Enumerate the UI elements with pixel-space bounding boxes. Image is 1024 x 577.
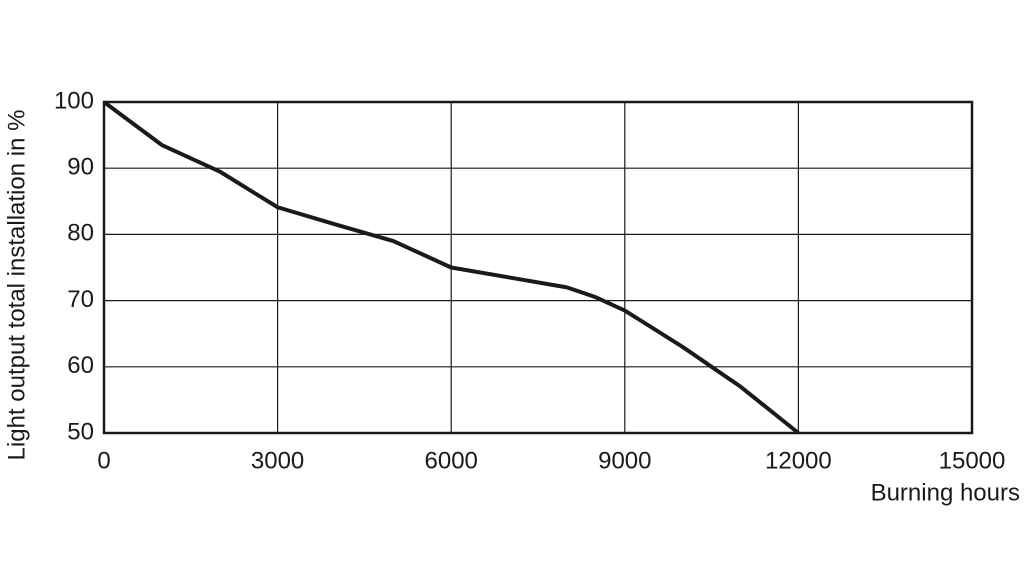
y-tick-label: 90	[67, 154, 94, 181]
x-tick-label: 3000	[251, 447, 304, 474]
y-tick-label: 100	[54, 87, 94, 114]
y-tick-label: 70	[67, 286, 94, 313]
y-tick-label: 80	[67, 220, 94, 247]
y-tick-label: 50	[67, 418, 94, 445]
x-tick-label: 6000	[425, 447, 478, 474]
y-tick-label: 60	[67, 352, 94, 379]
x-axis-label: Burning hours	[871, 479, 1020, 506]
x-tick-label: 9000	[598, 447, 651, 474]
data-line	[102, 100, 800, 435]
x-tick-label: 0	[97, 447, 110, 474]
x-tick-label: 15000	[939, 447, 1006, 474]
plot-frame	[102, 100, 974, 435]
x-tick-label: 12000	[765, 447, 832, 474]
y-axis-label: Light output total installation in %	[3, 110, 30, 461]
